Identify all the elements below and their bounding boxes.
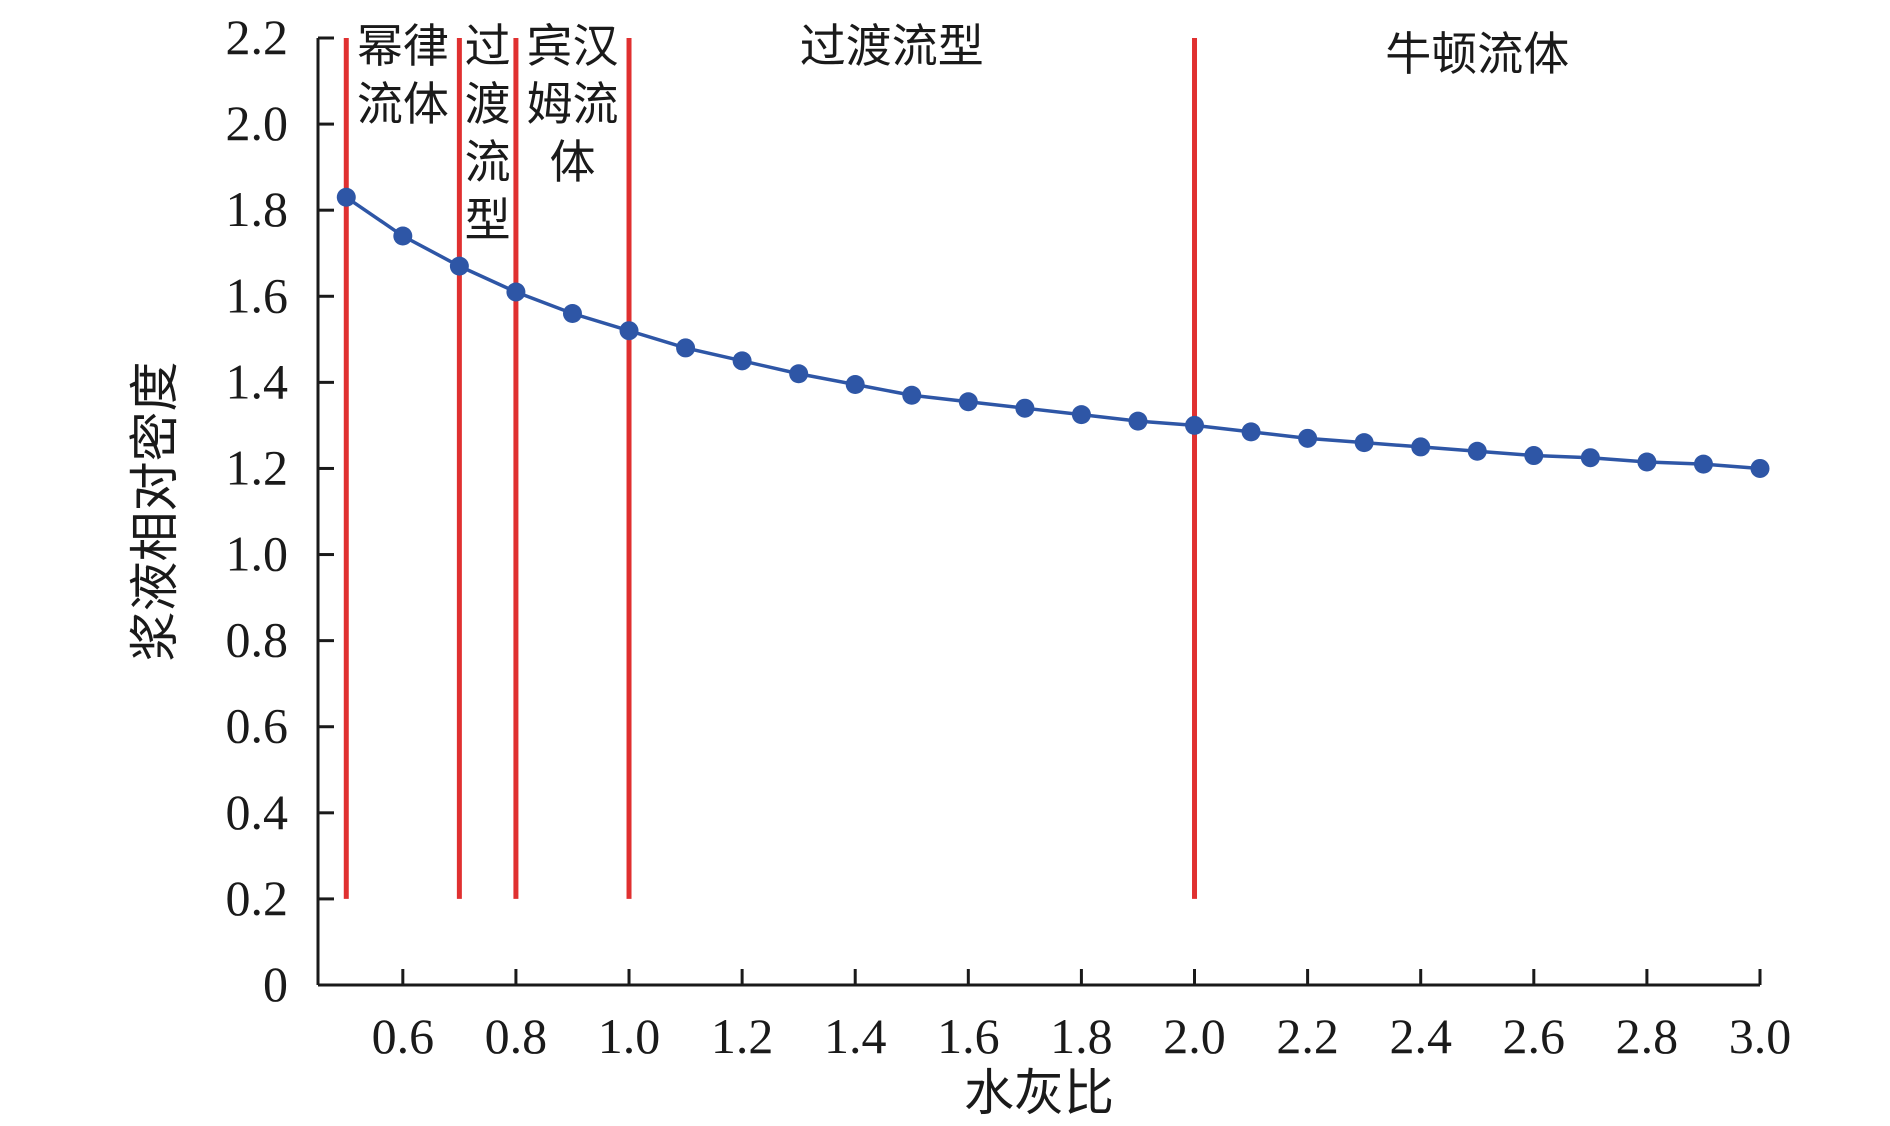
region-label-line: 流体 [357, 77, 449, 131]
y-tick-label: 0.2 [226, 870, 289, 926]
data-point [732, 351, 752, 371]
axes: 0.6 0.8 1.0 1.2 1.4 1.6 1.8 2.0 2.2 2.4 2.6 2.8 3.0 0… [226, 9, 1792, 1064]
x-tick-label: 2.0 [1163, 1008, 1226, 1064]
x-tick-label: 1.2 [711, 1008, 774, 1064]
y-axis-title: 浆液相对密度 [126, 362, 184, 662]
data-point [1693, 454, 1713, 474]
region-label-line: 牛顿流体 [1385, 27, 1569, 81]
data-point [1071, 405, 1091, 425]
data-point [1298, 428, 1318, 448]
region-label: 过渡流型 [800, 19, 984, 73]
x-tick-label: 2.4 [1389, 1008, 1452, 1064]
data-point [393, 226, 413, 246]
y-tick-label: 0.8 [226, 612, 289, 668]
data-point [506, 282, 526, 302]
region-label-line: 体 [549, 135, 595, 189]
data-point [1750, 458, 1770, 478]
region-label: 宾汉姆流体 [526, 19, 618, 189]
y-tick-label: 1.4 [226, 353, 289, 409]
y-tick-label: 1.0 [226, 526, 289, 582]
data-point [676, 338, 696, 358]
region-label: 幂律流体 [357, 19, 449, 131]
region-label: 过渡流型 [465, 19, 511, 247]
x-tick-label: 3.0 [1729, 1008, 1792, 1064]
x-axis-title: 水灰比 [964, 1064, 1114, 1122]
data-point [562, 303, 582, 323]
x-tick-label: 1.4 [824, 1008, 887, 1064]
y-tick-label: 2.0 [226, 95, 289, 151]
region-label-line: 流 [465, 135, 511, 189]
data-point [1637, 452, 1657, 472]
y-tick-label: 2.2 [226, 9, 289, 65]
series-group [336, 187, 1770, 478]
data-point [789, 364, 809, 384]
x-tick-label: 1.8 [1050, 1008, 1113, 1064]
data-point [1354, 433, 1374, 453]
data-point [336, 187, 356, 207]
x-tick-label: 0.6 [372, 1008, 435, 1064]
region-boundaries [343, 38, 1198, 899]
x-tick-label: 1.6 [937, 1008, 1000, 1064]
x-tick-label: 2.6 [1503, 1008, 1566, 1064]
data-point [1580, 448, 1600, 468]
region-label-line: 型 [465, 193, 511, 247]
data-point [1015, 398, 1035, 418]
region-label-line: 姆流 [526, 77, 618, 131]
y-tick-label: 1.8 [226, 181, 289, 237]
x-tick-label: 2.8 [1616, 1008, 1679, 1064]
region-label-line: 渡 [465, 77, 511, 131]
data-point [1467, 441, 1487, 461]
region-label-line: 幂律 [357, 19, 449, 73]
y-tick-label: 0.4 [226, 784, 289, 840]
region-label: 牛顿流体 [1385, 27, 1569, 81]
data-point [449, 256, 469, 276]
data-point [1128, 411, 1148, 431]
x-tick-label: 1.0 [598, 1008, 661, 1064]
series-line [345, 195, 1761, 471]
region-label-line: 过 [465, 19, 511, 73]
data-point [902, 385, 922, 405]
data-point [1185, 415, 1205, 435]
data-point [1411, 437, 1431, 457]
data-point [958, 392, 978, 412]
region-label-line: 过渡流型 [800, 19, 984, 73]
data-point [1524, 446, 1544, 466]
y-tick-label: 0.6 [226, 698, 289, 754]
y-tick-label: 1.2 [226, 439, 289, 495]
y-tick-label: 0 [263, 956, 288, 1012]
y-tick-label: 1.6 [226, 267, 289, 323]
data-point [845, 375, 865, 395]
region-label-line: 宾汉 [526, 19, 618, 73]
x-tick-label: 2.2 [1276, 1008, 1339, 1064]
x-tick-label: 0.8 [485, 1008, 548, 1064]
data-point [619, 321, 639, 341]
data-point [1241, 422, 1261, 442]
